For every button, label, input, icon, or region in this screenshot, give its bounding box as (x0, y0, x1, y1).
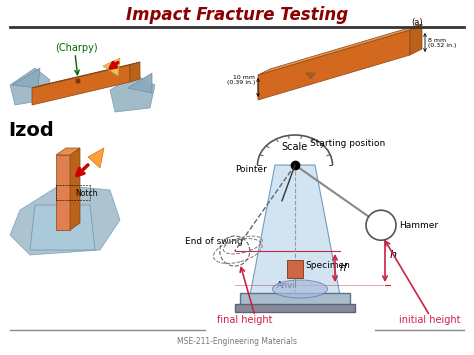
Text: Hammer: Hammer (399, 221, 438, 230)
Polygon shape (258, 24, 422, 75)
Polygon shape (130, 62, 140, 82)
Text: h': h' (340, 263, 349, 273)
Polygon shape (258, 30, 410, 100)
Text: (a): (a) (411, 17, 423, 27)
Circle shape (366, 210, 396, 240)
Polygon shape (70, 148, 80, 230)
Polygon shape (32, 65, 130, 105)
Polygon shape (10, 68, 50, 105)
Text: Izod: Izod (8, 120, 54, 140)
Polygon shape (30, 205, 95, 250)
Text: Impact Fracture Testing: Impact Fracture Testing (126, 6, 348, 24)
Polygon shape (128, 73, 152, 93)
Text: (Charpy): (Charpy) (55, 43, 98, 53)
Text: Starting position: Starting position (310, 138, 385, 147)
Polygon shape (12, 68, 40, 88)
Text: Pointer: Pointer (235, 164, 267, 174)
Text: initial height: initial height (399, 315, 461, 325)
Polygon shape (32, 62, 140, 88)
Bar (240, 293, 350, 305)
Text: 10 mm
(0.39 in.): 10 mm (0.39 in.) (227, 75, 255, 86)
Text: 8 mm
(0.32 in.): 8 mm (0.32 in.) (428, 38, 456, 48)
Polygon shape (10, 185, 120, 255)
Polygon shape (88, 148, 104, 168)
Polygon shape (410, 24, 422, 55)
Polygon shape (250, 165, 340, 295)
Text: MSE-211-Engineering Materials: MSE-211-Engineering Materials (177, 337, 297, 345)
Text: Notch: Notch (75, 189, 98, 197)
Polygon shape (287, 260, 303, 278)
Text: End of swing: End of swing (185, 236, 243, 246)
Text: final height: final height (217, 315, 273, 325)
Polygon shape (306, 73, 316, 79)
Polygon shape (103, 58, 120, 76)
Text: h: h (390, 250, 397, 260)
Polygon shape (76, 79, 80, 83)
Polygon shape (56, 155, 70, 230)
Text: Anvil: Anvil (276, 282, 298, 290)
Polygon shape (56, 148, 80, 155)
Polygon shape (110, 75, 155, 112)
Text: Specimen: Specimen (305, 261, 350, 269)
Ellipse shape (273, 280, 328, 298)
Bar (235, 304, 355, 312)
Text: Scale: Scale (282, 142, 308, 152)
